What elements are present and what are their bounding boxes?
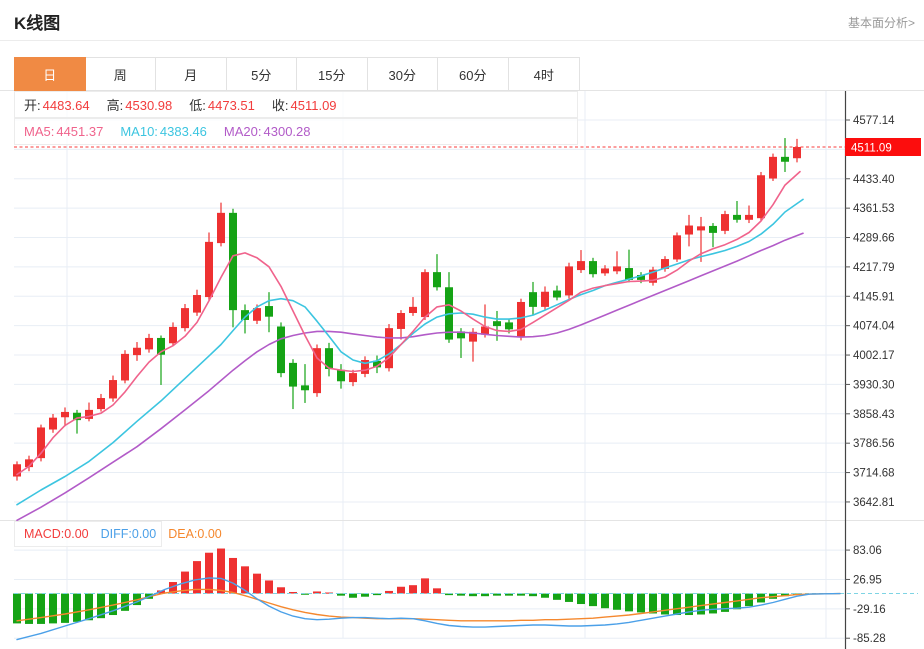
- svg-text:4289.66: 4289.66: [853, 233, 895, 245]
- svg-text:3930.30: 3930.30: [853, 379, 895, 391]
- ma-info-row: MA5: 4451.37 MA10: 4383.46 MA20: 4300.28: [14, 118, 578, 145]
- svg-text:4511.09: 4511.09: [851, 143, 892, 155]
- svg-text:-29.16: -29.16: [853, 604, 886, 616]
- svg-text:4002.17: 4002.17: [853, 350, 895, 362]
- tab-interval-7[interactable]: 4时: [508, 58, 579, 90]
- macd-row-item-1: DIFF:0.00: [100, 527, 157, 541]
- tab-interval-2[interactable]: 月: [156, 58, 227, 90]
- svg-text:4145.91: 4145.91: [853, 291, 895, 303]
- ma-row-item-2: MA20: 4300.28: [223, 124, 311, 139]
- svg-text:3786.56: 3786.56: [853, 438, 895, 450]
- svg-text:3642.81: 3642.81: [853, 497, 895, 509]
- svg-text:4074.04: 4074.04: [853, 321, 895, 333]
- ma-row-item-0: MA5: 4451.37: [24, 124, 104, 139]
- tab-interval-6[interactable]: 60分: [438, 58, 509, 90]
- ohlc-row-item-2: 低: 4473.51: [189, 98, 255, 113]
- svg-text:4577.14: 4577.14: [853, 115, 895, 127]
- ohlc-info-row: 开: 4483.64 高: 4530.98 低: 4473.51 收: 4511.09: [14, 91, 578, 118]
- svg-text:83.06: 83.06: [853, 545, 882, 557]
- tab-interval-1[interactable]: 周: [85, 58, 156, 90]
- svg-text:3858.43: 3858.43: [853, 409, 895, 421]
- ohlc-row-item-0: 开: 4483.64: [24, 98, 90, 113]
- ohlc-row-item-1: 高: 4530.98: [106, 98, 173, 113]
- svg-text:4361.53: 4361.53: [853, 203, 895, 215]
- tab-interval-4[interactable]: 15分: [297, 58, 368, 90]
- interval-tabbar: 日周月 5分 15分 30分 60分 4时: [14, 57, 580, 91]
- svg-text:26.95: 26.95: [853, 574, 882, 586]
- svg-text:3714.68: 3714.68: [853, 468, 895, 480]
- svg-text:4217.79: 4217.79: [853, 262, 895, 274]
- ohlc-row-item-3: 收: 4511.09: [271, 98, 337, 113]
- svg-text:4433.40: 4433.40: [853, 174, 895, 186]
- macd-row-item-2: DEA:0.00: [168, 527, 222, 541]
- macd-legend-row: MACD:0.00 DIFF:0.00 DEA:0.00: [14, 521, 222, 547]
- tab-interval-3[interactable]: 5分: [226, 58, 297, 90]
- macd-row-item-0: MACD:0.00: [24, 527, 89, 541]
- svg-text:-85.28: -85.28: [853, 633, 886, 645]
- tab-interval-5[interactable]: 30分: [367, 58, 438, 90]
- page-title: K线图: [14, 14, 61, 33]
- tab-interval-0[interactable]: 日: [14, 57, 86, 91]
- fundamental-analysis-link[interactable]: 基本面分析>: [847, 16, 915, 30]
- ma-row-item-1: MA10: 4383.46: [120, 124, 207, 139]
